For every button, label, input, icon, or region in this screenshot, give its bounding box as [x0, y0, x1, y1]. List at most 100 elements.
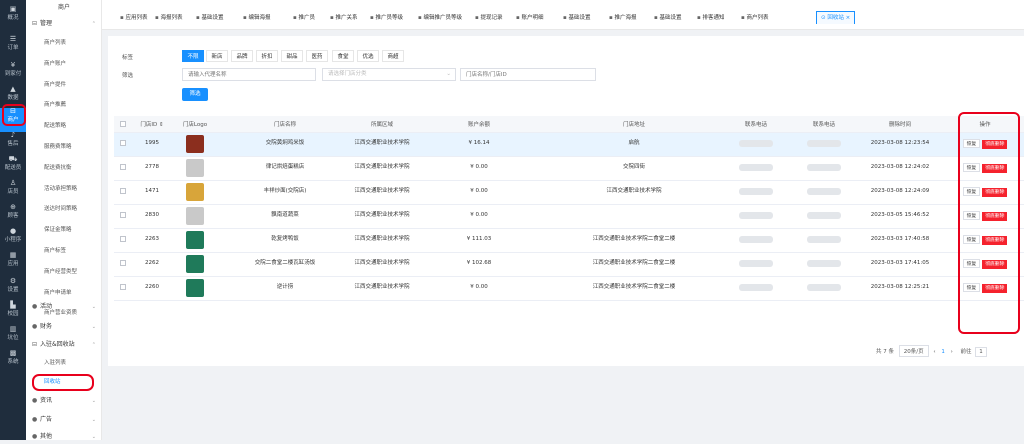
- subnav-item[interactable]: 商户提件: [44, 81, 67, 88]
- tab-2[interactable]: ▪ 基础设置: [196, 12, 224, 25]
- redacted-phone: [807, 187, 841, 195]
- rail-item-settings[interactable]: ⚙ 设置: [0, 277, 26, 302]
- subnav-item[interactable]: 配送策略: [44, 123, 67, 130]
- tab-label: 基础设置: [568, 15, 591, 21]
- permanent-delete-button[interactable]: 彻底删除: [982, 164, 1008, 173]
- tag-chip[interactable]: 品牌: [231, 50, 253, 62]
- close-icon[interactable]: ×: [843, 15, 851, 21]
- tab-1[interactable]: ▪ 海报列表: [155, 12, 183, 25]
- subnav-item-entry-list[interactable]: 入驻列表: [44, 360, 67, 366]
- rail-item-pay[interactable]: ¥ 到家付: [0, 61, 26, 86]
- rail-item-dashboard[interactable]: ▣ 概况: [0, 5, 26, 30]
- permanent-delete-button[interactable]: 彻底删除: [982, 284, 1008, 293]
- delete-time: 2023-03-03 17:40:58: [858, 228, 942, 253]
- tag-chip[interactable]: 医药: [306, 50, 328, 62]
- store-logo: [186, 279, 204, 297]
- tag-chip[interactable]: 不限: [182, 50, 204, 62]
- tag-chip[interactable]: 商超: [382, 50, 404, 62]
- restore-button[interactable]: 恢复: [962, 139, 981, 148]
- rail-item-unit[interactable]: ▥ 坑位: [0, 325, 26, 350]
- rail-item-miniapp[interactable]: ● 小程序: [0, 227, 26, 252]
- store-category-select[interactable]: 请选择门店分类 ⌄: [322, 68, 456, 81]
- subnav-item[interactable]: 商户经营类型: [44, 268, 78, 275]
- rail-item-system[interactable]: ▩ 系统: [0, 349, 26, 374]
- rail-item-data[interactable]: ▲ 数据: [0, 85, 26, 110]
- prev-page-button[interactable]: ‹: [933, 349, 936, 355]
- filter-button[interactable]: 筛选: [182, 88, 208, 101]
- tab-14[interactable]: ▪ 商户列表: [741, 12, 769, 25]
- tab-11[interactable]: ▪ 推广海报: [609, 12, 637, 25]
- subnav-group-more[interactable]: ● 其他 ⌄: [32, 430, 98, 444]
- row-checkbox[interactable]: [114, 132, 132, 157]
- row-checkbox[interactable]: [114, 228, 132, 253]
- tab-4[interactable]: ▪ 推广员: [293, 12, 315, 25]
- rail-item-customer[interactable]: ⊕ 顾客: [0, 203, 26, 228]
- rail-item-order[interactable]: ☰ 订单: [0, 35, 26, 60]
- tab-3[interactable]: ▪ 编辑海报: [243, 12, 271, 25]
- row-checkbox[interactable]: [114, 252, 132, 277]
- subnav-item[interactable]: 服務费策略: [44, 144, 72, 150]
- subnav-group-ads[interactable]: ● 广告 ⌄: [32, 413, 98, 427]
- tab-6[interactable]: ▪ 推广员等级: [370, 12, 403, 25]
- tag-chip[interactable]: 甜品: [281, 50, 303, 62]
- subnav-item[interactable]: 商户营业资质: [44, 310, 78, 317]
- restore-button[interactable]: 恢复: [962, 235, 981, 244]
- subnav-item[interactable]: 配送费抗衡: [44, 164, 72, 171]
- row-checkbox[interactable]: [114, 180, 132, 205]
- restore-button[interactable]: 恢复: [962, 283, 981, 292]
- subnav-item[interactable]: 商户标签: [44, 248, 67, 254]
- rail-item-campus[interactable]: ▙ 校园: [0, 301, 26, 326]
- restore-button[interactable]: 恢复: [962, 163, 981, 172]
- permanent-delete-button[interactable]: 彻底删除: [982, 212, 1008, 221]
- tab-8[interactable]: ▪ 提现记录: [475, 12, 503, 25]
- select-all-checkbox[interactable]: [114, 116, 132, 133]
- tab-15[interactable]: ⊙ 回收站 ×: [816, 11, 856, 24]
- store-id: 2262: [132, 252, 172, 277]
- rail-item-courier[interactable]: ⛟ 配送员: [0, 155, 26, 180]
- subnav-item[interactable]: 保证金策略: [44, 227, 72, 234]
- tag-chip[interactable]: 优选: [357, 50, 379, 62]
- subnav-group-entry[interactable]: ⊟ 入驻&回收站 ⌃: [32, 338, 98, 352]
- tab-13[interactable]: ▪ 排客通知: [697, 12, 725, 25]
- tag-chip[interactable]: 折扣: [256, 50, 278, 62]
- tab-10[interactable]: ▪ 基础设置: [563, 12, 591, 25]
- subnav-item[interactable]: 活动承担策略: [44, 185, 78, 192]
- tab-9[interactable]: ▪ 账户明细: [516, 12, 544, 25]
- subnav-item[interactable]: 商户推薦: [44, 102, 67, 109]
- restore-button[interactable]: 恢复: [962, 259, 981, 268]
- tab-12[interactable]: ▪ 基础设置: [654, 12, 682, 25]
- rail-item-store[interactable]: ⊟ 商户: [0, 107, 26, 132]
- tab-0[interactable]: ▪ 应用列表: [120, 12, 148, 25]
- rail-item-staff[interactable]: ♙ 店员: [0, 179, 26, 204]
- rail-item-aftersale[interactable]: ♪ 售后: [0, 131, 26, 156]
- agent-name-input[interactable]: [182, 68, 316, 81]
- subnav-item-recycle-bin[interactable]: 回收站: [44, 379, 61, 385]
- page-size-select[interactable]: 20条/页: [898, 345, 929, 357]
- current-page[interactable]: 1: [941, 349, 945, 355]
- subnav-group-activity[interactable]: ● 活动 ⌄: [32, 300, 98, 314]
- subnav-item[interactable]: 商户列表: [44, 40, 67, 46]
- subnav-item[interactable]: 送达时间策略: [44, 206, 78, 213]
- permanent-delete-button[interactable]: 彻底删除: [982, 188, 1008, 197]
- store-search-input[interactable]: [460, 68, 596, 81]
- permanent-delete-button[interactable]: 彻底删除: [982, 260, 1008, 269]
- permanent-delete-button[interactable]: 彻底删除: [982, 140, 1008, 149]
- goto-page-input[interactable]: 1: [975, 347, 987, 357]
- rail-item-apps[interactable]: ▦ 应用: [0, 251, 26, 276]
- tag-chip[interactable]: 新店: [206, 50, 228, 62]
- tab-5[interactable]: ▪ 推广关系: [330, 12, 358, 25]
- tag-chip[interactable]: 食堂: [332, 50, 354, 62]
- subnav-item[interactable]: 商户申请单: [44, 289, 72, 296]
- row-checkbox[interactable]: [114, 276, 132, 301]
- next-page-button[interactable]: ›: [950, 349, 953, 355]
- subnav-group-manage[interactable]: ⊟ 管理 ⌃: [32, 17, 98, 31]
- subnav-item[interactable]: 商户账户: [44, 60, 67, 67]
- subnav-group-finance[interactable]: ● 财务 ⌄: [32, 320, 98, 334]
- tab-7[interactable]: ▪ 编辑推广员等级: [418, 12, 462, 25]
- row-checkbox[interactable]: [114, 156, 132, 181]
- permanent-delete-button[interactable]: 彻底删除: [982, 236, 1008, 245]
- row-checkbox[interactable]: [114, 204, 132, 229]
- restore-button[interactable]: 恢复: [962, 187, 981, 196]
- subnav-group-news[interactable]: ● 资讯 ⌄: [32, 394, 98, 408]
- restore-button[interactable]: 恢复: [962, 211, 981, 220]
